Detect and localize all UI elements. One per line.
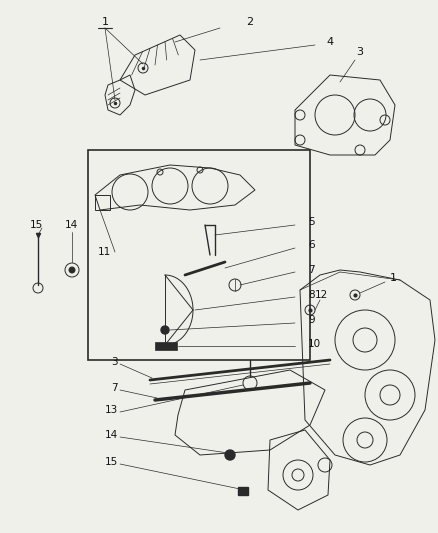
Text: 15: 15 xyxy=(105,457,118,467)
Bar xyxy=(88,150,309,360)
Text: 2: 2 xyxy=(246,17,253,27)
Text: 13: 13 xyxy=(105,405,118,415)
Text: 15: 15 xyxy=(30,220,43,230)
Bar xyxy=(237,487,247,495)
Bar xyxy=(155,342,177,350)
Circle shape xyxy=(69,267,75,273)
Circle shape xyxy=(225,450,234,460)
Text: 12: 12 xyxy=(314,290,328,300)
Text: 4: 4 xyxy=(326,37,333,47)
Text: 11: 11 xyxy=(98,247,111,257)
Text: 7: 7 xyxy=(111,383,118,393)
Text: 14: 14 xyxy=(105,430,118,440)
Text: 8: 8 xyxy=(307,290,314,300)
Text: 7: 7 xyxy=(307,265,314,275)
Text: 3: 3 xyxy=(111,357,118,367)
Text: 6: 6 xyxy=(307,240,314,250)
Circle shape xyxy=(161,326,169,334)
Text: 1: 1 xyxy=(101,17,108,27)
Text: 3: 3 xyxy=(356,47,363,57)
Text: 10: 10 xyxy=(307,339,320,349)
Text: 9: 9 xyxy=(307,315,314,325)
Text: 14: 14 xyxy=(65,220,78,230)
Text: 1: 1 xyxy=(389,273,396,283)
Text: 5: 5 xyxy=(307,217,314,227)
